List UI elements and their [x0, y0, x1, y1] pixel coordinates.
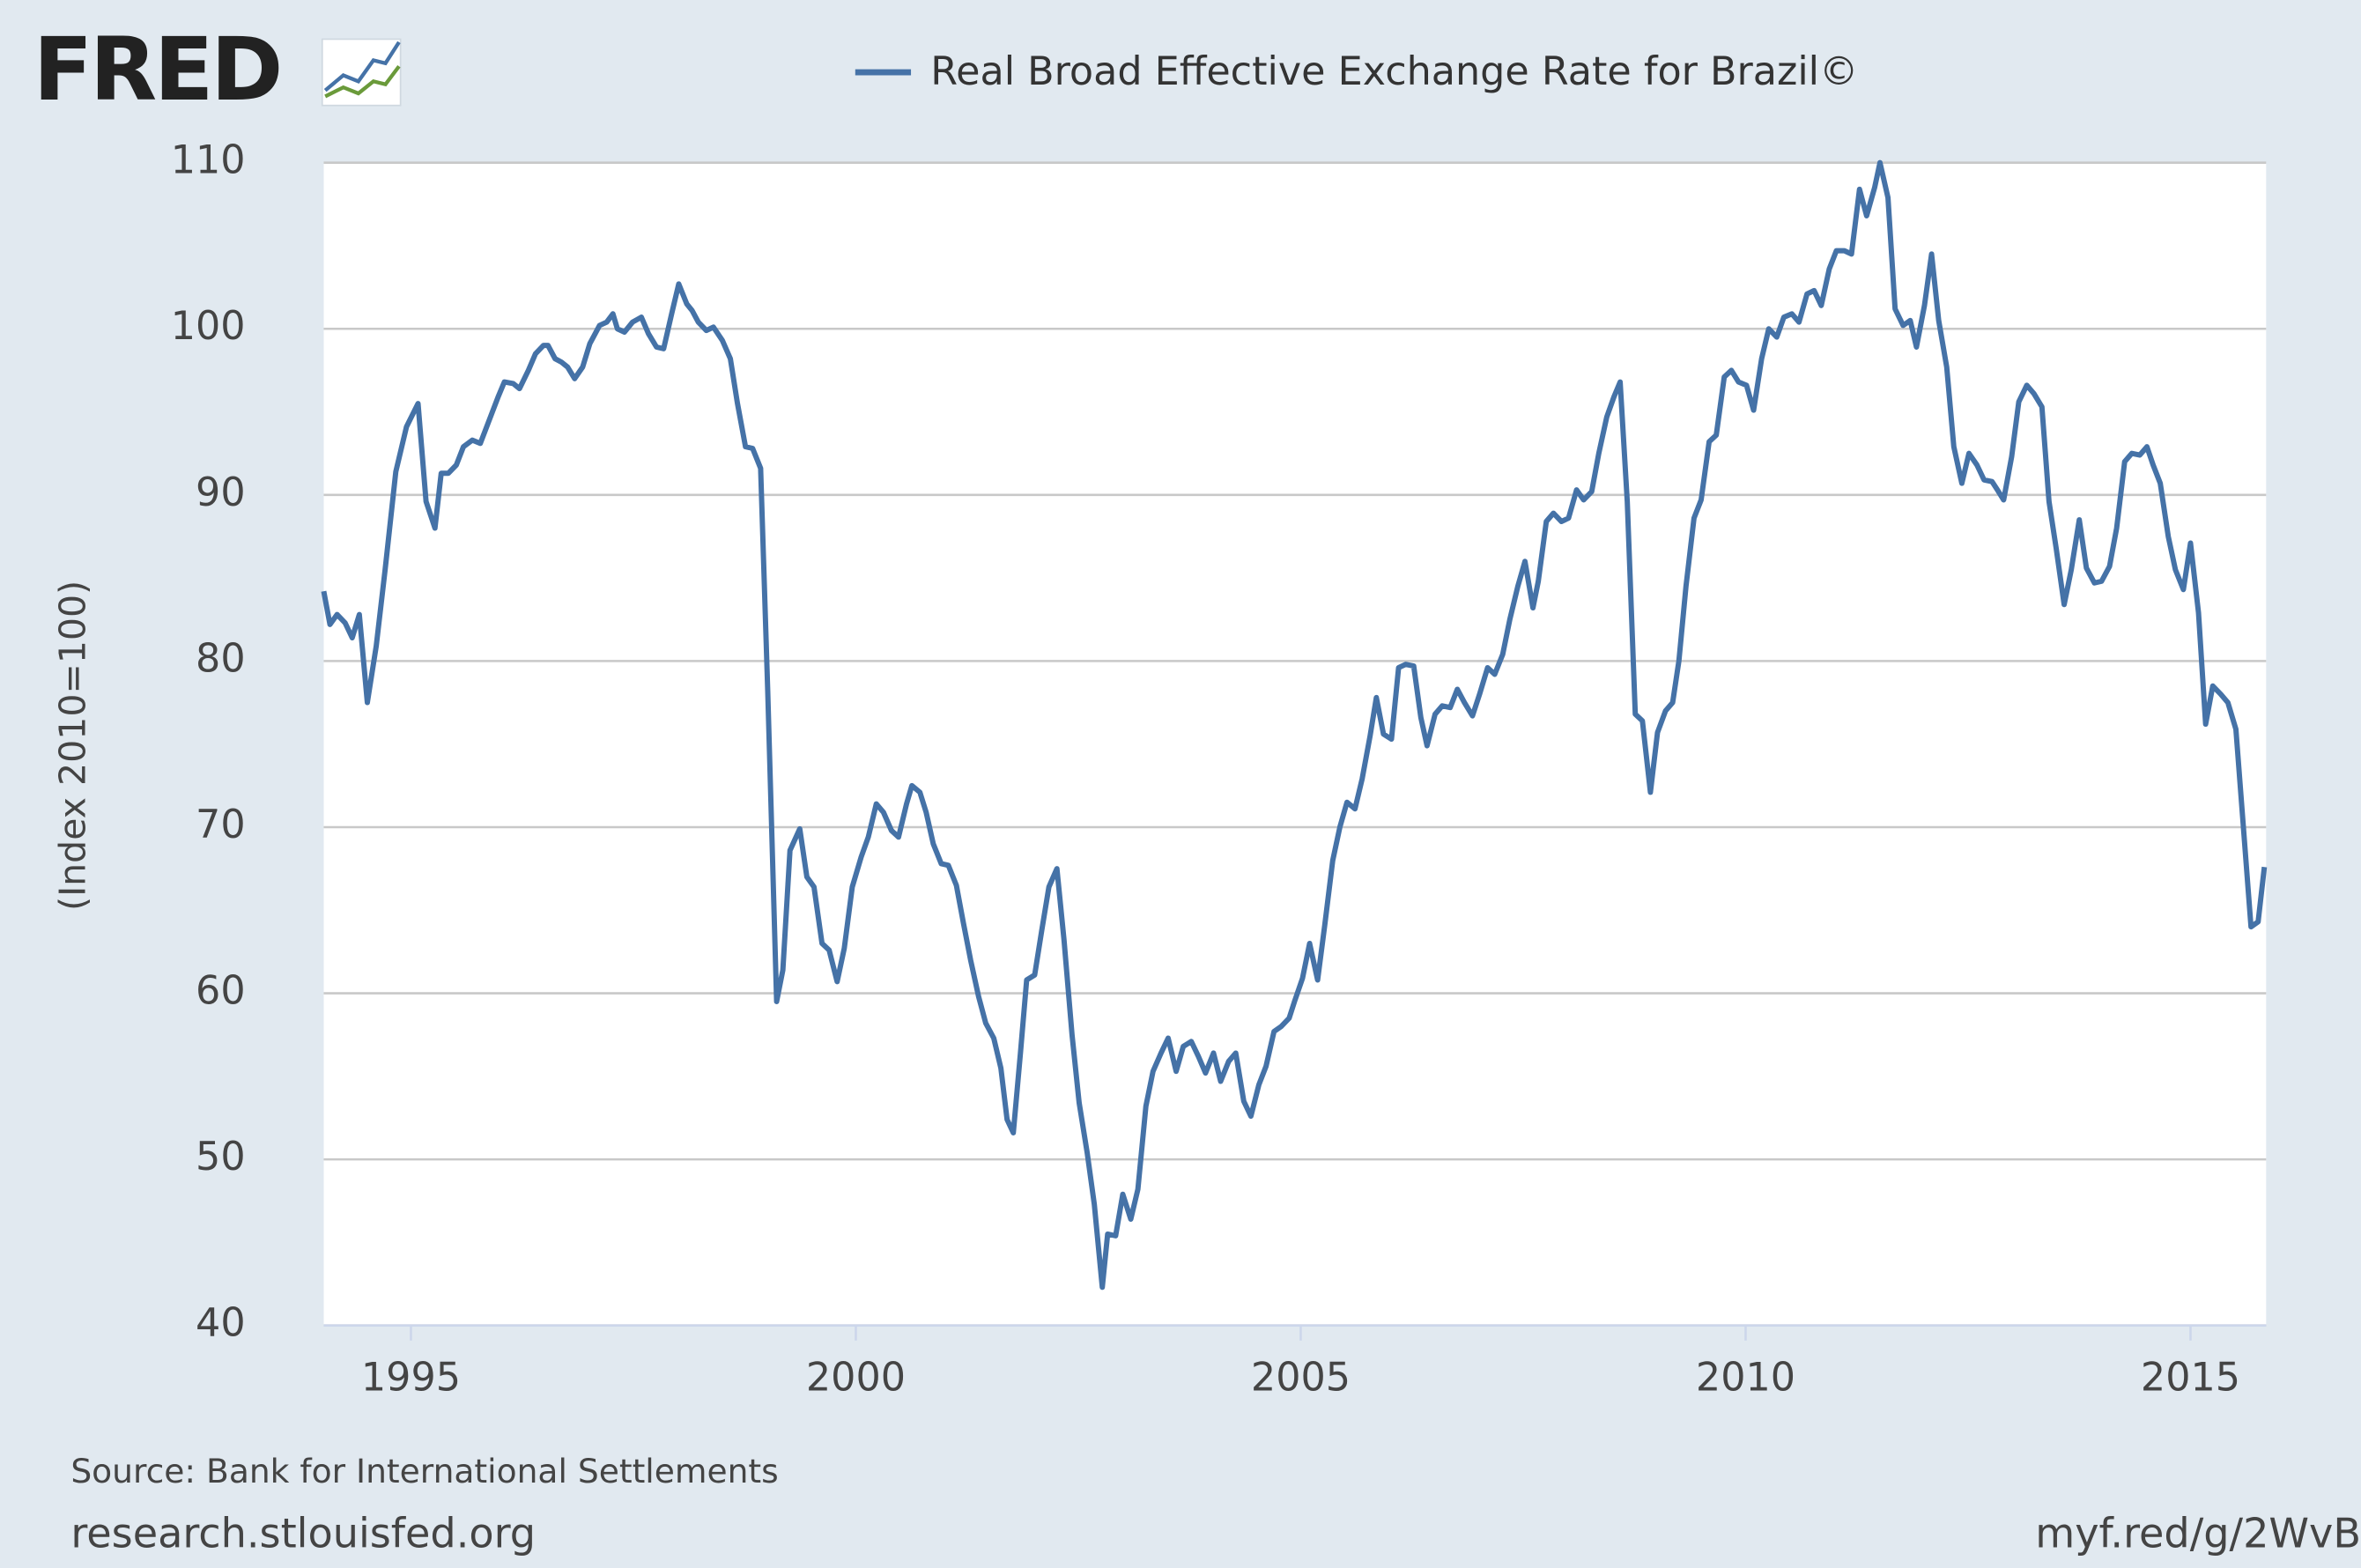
y-tick-label: 110 — [171, 138, 246, 183]
data-line — [321, 159, 2268, 1291]
x-tick-label: 1995 — [361, 1355, 461, 1400]
x-tick-label: 2005 — [1251, 1355, 1351, 1400]
y-tick-label: 90 — [196, 470, 246, 515]
site-url: research.stlouisfed.org — [70, 1510, 536, 1557]
logo-text: FRED — [33, 19, 280, 121]
short-url: myf.red/g/2WvB — [2035, 1510, 2361, 1557]
x-tick-label: 2015 — [2141, 1355, 2240, 1400]
y-tick-label: 80 — [196, 636, 246, 681]
x-tick-label: 2000 — [806, 1355, 906, 1400]
y-axis-label: (Index 2010=100) — [51, 581, 93, 911]
logo-icon — [321, 38, 402, 107]
y-tick-label: 50 — [196, 1135, 246, 1180]
y-tick-label: 60 — [196, 969, 246, 1014]
plot-area — [323, 162, 2267, 1326]
legend-label: Real Broad Effective Exchange Rate for B… — [930, 49, 1858, 94]
y-tick-label: 100 — [171, 304, 246, 349]
source-note: Source: Bank for International Settlemen… — [70, 1452, 778, 1490]
y-tick-label: 40 — [196, 1301, 246, 1346]
y-tick-label: 70 — [196, 802, 246, 847]
x-tick-label: 2010 — [1696, 1355, 1795, 1400]
